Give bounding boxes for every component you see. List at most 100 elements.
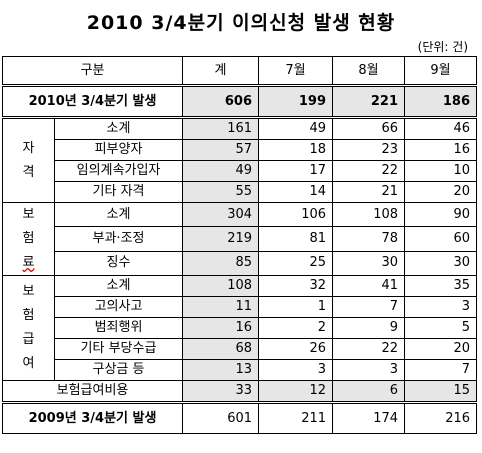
header-total: 계 xyxy=(182,56,260,87)
category-premium: 보 험 료 xyxy=(2,202,55,276)
category-insurance-benefit: 보 험 급 여 xyxy=(2,275,55,381)
cell-august: 108 xyxy=(332,201,406,228)
cell-total: 11 xyxy=(182,296,260,318)
page-title: 2010 3/4분기 이의신청 발생 현황 xyxy=(86,12,396,34)
cell-total: 33 xyxy=(182,380,260,403)
cell-september: 5 xyxy=(404,317,478,339)
cell-july: 81 xyxy=(258,226,334,252)
header-row: 구분 계 7월 8월 9월 xyxy=(1,56,478,87)
table-row: 징수 85 25 30 30 xyxy=(3,250,478,277)
cell-september: 20 xyxy=(404,338,478,360)
cell-total: 601 xyxy=(182,401,260,434)
table-row: 보 험 급 여 소계 108 32 41 35 xyxy=(2,275,478,381)
row-label: 부과·조정 xyxy=(53,226,184,252)
row-label: 고의사고 xyxy=(53,296,184,318)
category-char: 보 xyxy=(22,207,35,222)
row-label: 기타 자격 xyxy=(53,181,184,203)
statistics-table: 구분 계 7월 8월 9월 2010년 3/4분기 발생 606 199 221… xyxy=(1,56,478,434)
table-row: 부과·조정 219 81 78 60 xyxy=(3,226,478,252)
table-row: 보 험 료 소계 304 106 108 90 xyxy=(2,201,478,276)
cell-total: 108 xyxy=(182,275,260,297)
category-char: 험 xyxy=(22,231,35,246)
cell-july: 32 xyxy=(258,275,334,297)
cell-september: 216 xyxy=(404,401,478,434)
category-char: 보 xyxy=(22,284,35,299)
total-row-2009: 2009년 3/4분기 발생 601 211 174 216 xyxy=(1,401,478,434)
cell-total: 55 xyxy=(182,181,260,203)
table-row: 고의사고 11 1 7 3 xyxy=(3,296,478,318)
table-row: 피부양자 57 18 23 16 xyxy=(3,139,478,161)
table-row: 임의계속가입자 49 17 22 10 xyxy=(3,160,478,182)
cell-august: 174 xyxy=(332,401,406,434)
cell-july: 18 xyxy=(258,139,334,161)
category-char: 험 xyxy=(22,308,35,323)
cell-total: 304 xyxy=(182,201,260,228)
cell-august: 9 xyxy=(332,317,406,339)
cell-july: 26 xyxy=(258,338,334,360)
cell-july: 211 xyxy=(258,401,334,434)
header-august: 8월 xyxy=(332,56,406,87)
cell-total: 57 xyxy=(182,139,260,161)
cell-august: 6 xyxy=(332,380,406,403)
cell-total: 16 xyxy=(182,317,260,339)
cell-august: 78 xyxy=(332,226,406,252)
row-label: 징수 xyxy=(53,250,184,277)
header-july: 7월 xyxy=(258,56,334,87)
cell-september: 16 xyxy=(404,139,478,161)
table-row: 자 격 소계 161 49 66 46 xyxy=(2,117,478,203)
cell-august: 7 xyxy=(332,296,406,318)
category-char: 자 xyxy=(22,140,35,156)
header-category: 구분 xyxy=(1,56,184,87)
cell-july: 25 xyxy=(258,250,334,277)
cell-total: 68 xyxy=(182,338,260,360)
row-label: 보험급여비용 xyxy=(1,380,184,403)
cell-september: 46 xyxy=(404,117,478,140)
cell-september: 186 xyxy=(404,85,478,119)
row-label: 구상금 등 xyxy=(53,359,184,381)
row-label: 2009년 3/4분기 발생 xyxy=(1,401,184,434)
cell-total: 161 xyxy=(182,117,260,140)
cell-august: 30 xyxy=(332,250,406,277)
row-label: 소계 xyxy=(53,117,184,140)
row-label: 소계 xyxy=(53,201,184,228)
cell-august: 21 xyxy=(332,181,406,203)
cell-september: 7 xyxy=(404,359,478,381)
total-row-2010: 2010년 3/4분기 발생 606 199 221 186 xyxy=(1,85,478,119)
header-september: 9월 xyxy=(404,56,478,87)
cell-august: 221 xyxy=(332,85,406,119)
unit-label: (단위: 건) xyxy=(417,40,468,54)
cell-total: 13 xyxy=(182,359,260,381)
cell-september: 20 xyxy=(404,181,478,203)
cell-july: 17 xyxy=(258,160,334,182)
category-char: 료 xyxy=(22,255,35,270)
cell-july: 106 xyxy=(258,201,334,228)
cell-july: 14 xyxy=(258,181,334,203)
cell-september: 35 xyxy=(404,275,478,297)
row-label: 2010년 3/4분기 발생 xyxy=(1,85,184,119)
cell-total: 219 xyxy=(182,226,260,252)
cell-total: 49 xyxy=(182,160,260,182)
cell-july: 199 xyxy=(258,85,334,119)
row-label: 피부양자 xyxy=(53,139,184,161)
cell-september: 60 xyxy=(404,226,478,252)
cell-july: 49 xyxy=(258,117,334,140)
cell-september: 3 xyxy=(404,296,478,318)
cell-august: 22 xyxy=(332,160,406,182)
cell-august: 22 xyxy=(332,338,406,360)
cell-august: 66 xyxy=(332,117,406,140)
row-label: 소계 xyxy=(53,275,184,297)
cell-july: 2 xyxy=(258,317,334,339)
expense-row: 보험급여비용 33 12 6 15 xyxy=(1,380,478,403)
cell-july: 12 xyxy=(258,380,334,403)
cell-august: 41 xyxy=(332,275,406,297)
table-row: 기타 자격 55 14 21 20 xyxy=(3,181,478,203)
cell-september: 90 xyxy=(404,201,478,228)
cell-july: 3 xyxy=(258,359,334,381)
row-label: 범죄행위 xyxy=(53,317,184,339)
cell-september: 15 xyxy=(404,380,478,403)
category-char: 여 xyxy=(22,356,35,371)
cell-total: 85 xyxy=(182,250,260,277)
row-label: 임의계속가입자 xyxy=(53,160,184,182)
table-row: 구상금 등 13 3 3 7 xyxy=(3,359,478,381)
cell-september: 30 xyxy=(404,250,478,277)
